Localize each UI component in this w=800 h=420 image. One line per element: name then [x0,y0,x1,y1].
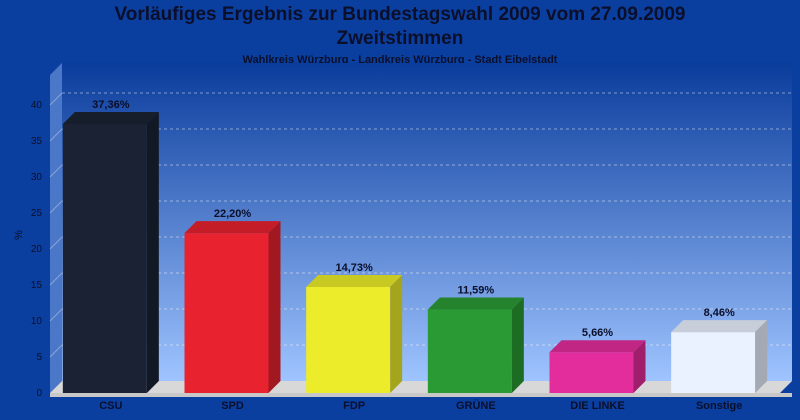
data-label: 5,66% [582,327,613,339]
y-tick-label: 40 [31,100,43,111]
bar-side [633,340,646,393]
bar-side [268,221,281,393]
x-tick-label: GRÜNE [456,399,496,412]
y-tick-label: 30 [31,172,43,183]
bar-top [427,297,524,310]
gridline-side [49,164,63,178]
data-label: 37,36% [92,99,130,111]
bar-GRÜNE [427,309,512,393]
chart-title: Vorläufiges Ergebnis zur Bundestagswahl … [114,4,686,25]
y-tick-label: 10 [31,316,43,327]
gridline-side [49,200,63,214]
bar-Sonstige [671,332,756,393]
bar-top [671,320,768,333]
gridline-side [49,308,63,322]
gridline-side [49,236,63,250]
y-tick-label: 0 [36,388,42,399]
data-label: 11,59% [457,285,494,297]
plot-floor-edge [50,393,792,397]
x-tick-label: Sonstige [696,400,742,412]
y-tick-label: 15 [31,280,43,291]
y-axis-label: % [13,230,25,240]
x-tick-label: CSU [99,400,122,412]
bar-SPD [184,233,269,393]
bar-DIE LINKE [549,352,634,393]
bar-top [549,340,646,353]
y-tick-label: 35 [31,136,43,147]
bar-side [390,274,403,393]
bar-top [306,274,403,287]
y-tick-label: 5 [36,352,42,363]
bar-side [146,112,159,394]
plot-side-wall [50,63,62,393]
bar-FDP [306,286,391,393]
bar-side [755,320,768,393]
gridline-side [49,344,63,358]
bar-CSU [62,124,147,394]
bar-side [511,297,524,393]
chart-title-line2: Zweitstimmen [336,28,464,49]
x-tick-label: DIE LINKE [570,400,624,412]
data-label: 22,20% [214,208,252,220]
data-label: 14,73% [336,262,374,274]
x-tick-label: FDP [343,400,365,412]
plot-background [62,63,792,381]
bar-top [184,221,281,234]
gridline-side [49,272,63,286]
y-tick-label: 20 [31,244,43,255]
gridline-side [49,128,63,142]
y-tick-label: 25 [31,208,43,219]
x-tick-label: SPD [221,400,244,412]
bar-top [62,112,159,125]
data-label: 8,46% [704,307,735,319]
gridline-side [49,92,63,106]
